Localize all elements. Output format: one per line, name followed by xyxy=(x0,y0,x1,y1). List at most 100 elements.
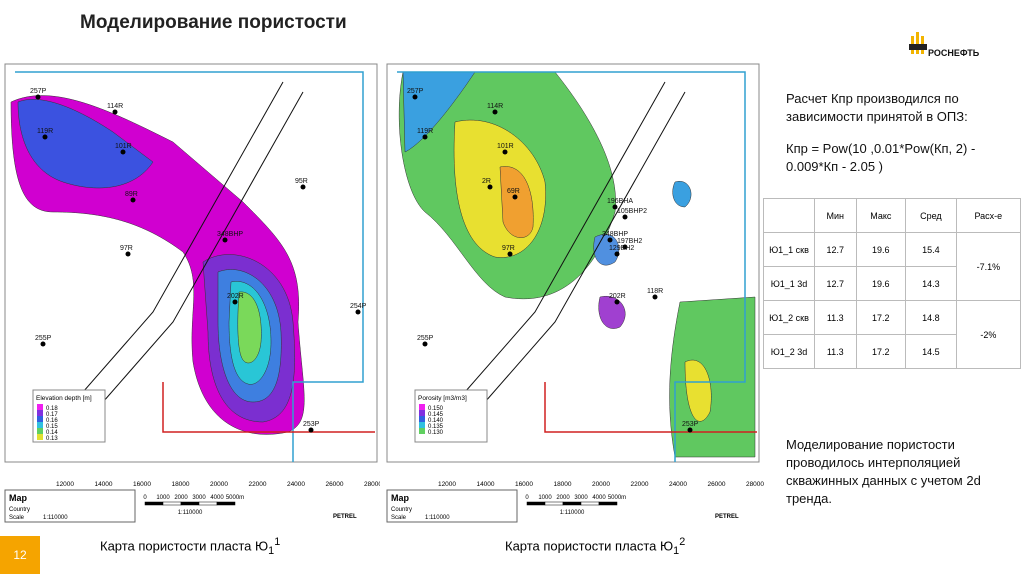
x-tick-label: 14000 xyxy=(94,481,112,488)
scale-label: 4000 xyxy=(592,495,606,501)
caption-sub: 1 xyxy=(673,544,680,557)
cell: 19.6 xyxy=(855,232,907,267)
cell: 14.3 xyxy=(905,266,957,301)
cell: 12.7 xyxy=(814,232,857,267)
well-label: 69R xyxy=(507,188,520,195)
well-label: 348BHP xyxy=(217,231,243,238)
well-label: 197BH2 xyxy=(617,238,642,245)
well-label: 202R xyxy=(227,293,244,300)
info-label: Country xyxy=(391,507,412,513)
legend-title: Porosity [m3/m3] xyxy=(418,395,467,402)
well-label: 105BHP2 xyxy=(617,208,647,215)
map: 257P 114R 119R 101R 89R 95R 97R 348BHP 202R 254P 2… xyxy=(4,63,380,523)
scale-ratio: 1:110000 xyxy=(560,510,585,516)
well-label: 95R xyxy=(295,178,308,185)
well xyxy=(652,294,658,300)
scale-seg xyxy=(526,501,546,506)
scale-label: 3000 xyxy=(574,495,588,501)
well-label: 202R xyxy=(609,293,626,300)
map-area xyxy=(684,359,712,422)
x-tick-label: 24000 xyxy=(287,481,305,488)
x-tick-label: 20000 xyxy=(592,481,610,488)
cell xyxy=(763,198,815,233)
boundary xyxy=(162,382,375,433)
cell: 14.5 xyxy=(905,334,957,369)
cell: 17.2 xyxy=(855,334,907,369)
page-number: 12 xyxy=(0,536,40,574)
cell: -2% xyxy=(955,300,1022,369)
caption-sup: 2 xyxy=(679,536,686,548)
legend-swatch xyxy=(37,410,43,416)
well-label: 2R xyxy=(482,178,491,185)
caption-sub: 1 xyxy=(268,544,275,557)
well xyxy=(622,244,628,250)
well-label: 255P xyxy=(417,335,434,342)
well-label: 114R xyxy=(107,103,123,110)
well xyxy=(422,134,428,140)
scale-label: 0 xyxy=(525,495,529,501)
cell: 17.2 xyxy=(855,300,907,335)
well xyxy=(355,309,361,315)
legend-label: 0.16 xyxy=(46,418,58,424)
well xyxy=(35,94,41,100)
well-label: 114R xyxy=(487,103,503,110)
legend xyxy=(32,389,106,443)
cell: 15.4 xyxy=(905,232,957,267)
legend-swatch xyxy=(419,416,425,422)
scale-seg xyxy=(216,501,236,506)
well-label: 348BHP xyxy=(602,231,628,238)
legend-swatch xyxy=(37,416,43,422)
scale-label: 1000 xyxy=(538,495,552,501)
logo: РОСНЕФТЬ xyxy=(909,32,980,58)
scale-label: 5000m xyxy=(608,495,626,501)
well xyxy=(300,184,306,190)
legend-label: 0.135 xyxy=(428,424,444,430)
scale-seg xyxy=(144,501,164,506)
well xyxy=(607,237,613,243)
scale-seg xyxy=(562,501,582,506)
well xyxy=(687,427,693,433)
scale-label: 4000 xyxy=(210,495,224,501)
boundary xyxy=(544,382,757,433)
well-label: 119R xyxy=(37,128,53,135)
legend-title: Elevation depth [m] xyxy=(36,395,92,402)
x-tick-label: 26000 xyxy=(325,481,343,488)
well xyxy=(487,184,493,190)
legend-swatch xyxy=(37,422,43,428)
x-tick-label: 16000 xyxy=(133,481,151,488)
well xyxy=(40,341,46,347)
x-tick-label: 20000 xyxy=(210,481,228,488)
scale-ratio: 1:110000 xyxy=(178,510,203,516)
x-tick-label: 24000 xyxy=(669,481,687,488)
well-label: 101R xyxy=(115,143,132,150)
legend-label: 0.130 xyxy=(428,430,444,436)
legend-swatch xyxy=(37,404,43,410)
well xyxy=(612,204,618,210)
cell: Ю1_2 3d xyxy=(763,334,815,369)
x-tick-label: 28000 xyxy=(364,481,380,488)
x-tick-label: 12000 xyxy=(438,481,456,488)
map-area xyxy=(672,180,692,208)
well-label: 97R xyxy=(502,245,515,252)
row: Ю1_2 3d 11.3 17.2 14.5 xyxy=(763,334,1021,369)
scale-seg xyxy=(198,501,218,506)
legend-swatch xyxy=(419,428,425,434)
well xyxy=(308,427,314,433)
scale-label: 5000m xyxy=(226,495,244,501)
brand: PETREL xyxy=(333,514,357,520)
x-tick-label: 16000 xyxy=(515,481,533,488)
cell: Ю1_2 скв xyxy=(763,300,815,335)
legend-label: 0.14 xyxy=(46,430,58,436)
well xyxy=(222,237,228,243)
x-tick-label: 22000 xyxy=(248,481,266,488)
scale-label: 3000 xyxy=(192,495,206,501)
cell: Макс xyxy=(855,198,907,233)
boundary xyxy=(15,71,364,462)
well-label: 253P xyxy=(303,421,320,428)
well-label: 101R xyxy=(497,143,514,150)
cell: 11.3 xyxy=(814,300,857,335)
well xyxy=(120,149,126,155)
info-label: Scale xyxy=(9,515,25,521)
scale-label: 0 xyxy=(143,495,147,501)
